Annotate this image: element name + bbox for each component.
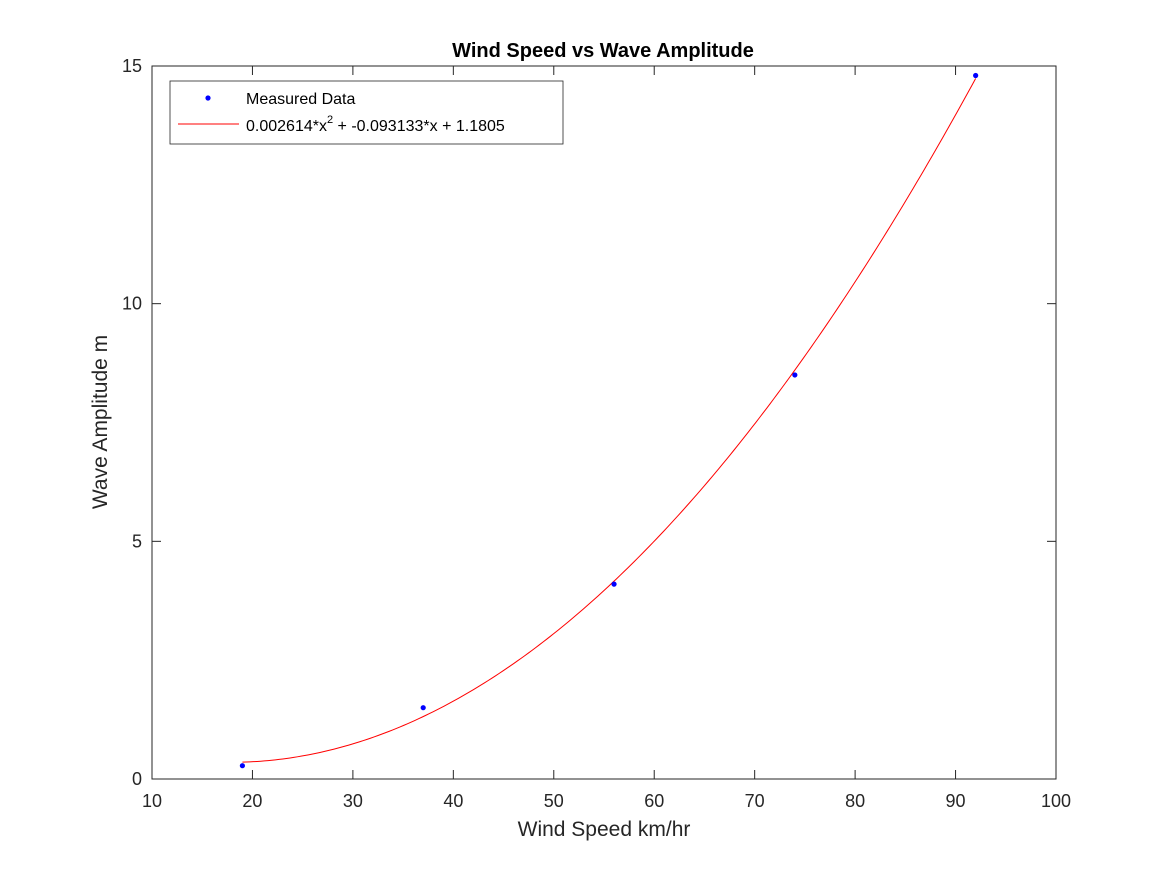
y-tick-label-3: 15 xyxy=(122,56,142,76)
axis-tick-labels: 10 20 30 40 50 60 70 80 90 100 0 5 10 15 xyxy=(122,56,1071,811)
legend-fit-part2: + -0.093133*x + 1.1805 xyxy=(333,118,505,135)
legend-label-fit: 0.002614*x2 + -0.093133*x + 1.1805 xyxy=(246,114,505,135)
x-tick-label-9: 100 xyxy=(1041,791,1071,811)
x-tick-label-2: 30 xyxy=(343,791,363,811)
chart-title: Wind Speed vs Wave Amplitude xyxy=(452,40,754,62)
y-tick-label-0: 0 xyxy=(132,769,142,789)
x-tick-label-8: 90 xyxy=(946,791,966,811)
x-axis-label: Wind Speed km/hr xyxy=(518,818,691,841)
fit-curve xyxy=(242,78,977,763)
data-point-2 xyxy=(611,581,617,587)
legend-marker-measured xyxy=(205,95,211,101)
plot-series xyxy=(239,72,979,769)
legend-fit-exponent: 2 xyxy=(327,114,333,126)
plot-area xyxy=(151,65,1057,780)
y-tick-label-2: 10 xyxy=(122,294,142,314)
data-point-3 xyxy=(792,372,798,378)
data-point-4 xyxy=(973,72,979,79)
y-axis-label: Wave Amplitude m xyxy=(89,335,112,509)
x-tick-label-5: 60 xyxy=(644,791,664,811)
x-tick-label-3: 40 xyxy=(443,791,463,811)
legend-box xyxy=(169,80,564,145)
data-point-1 xyxy=(420,705,426,711)
legend-label-measured: Measured Data xyxy=(246,91,355,108)
axis-ticks xyxy=(151,65,1057,780)
x-tick-label-0: 10 xyxy=(142,791,162,811)
legend-fit-part1: 0.002614*x xyxy=(246,118,327,135)
x-tick-label-7: 80 xyxy=(845,791,865,811)
x-tick-label-6: 70 xyxy=(745,791,765,811)
data-point-0 xyxy=(239,763,245,769)
x-tick-label-1: 20 xyxy=(242,791,262,811)
x-tick-label-4: 50 xyxy=(544,791,564,811)
legend: Measured Data 0.002614*x2 + -0.093133*x … xyxy=(169,80,564,145)
y-tick-label-1: 5 xyxy=(132,531,142,551)
